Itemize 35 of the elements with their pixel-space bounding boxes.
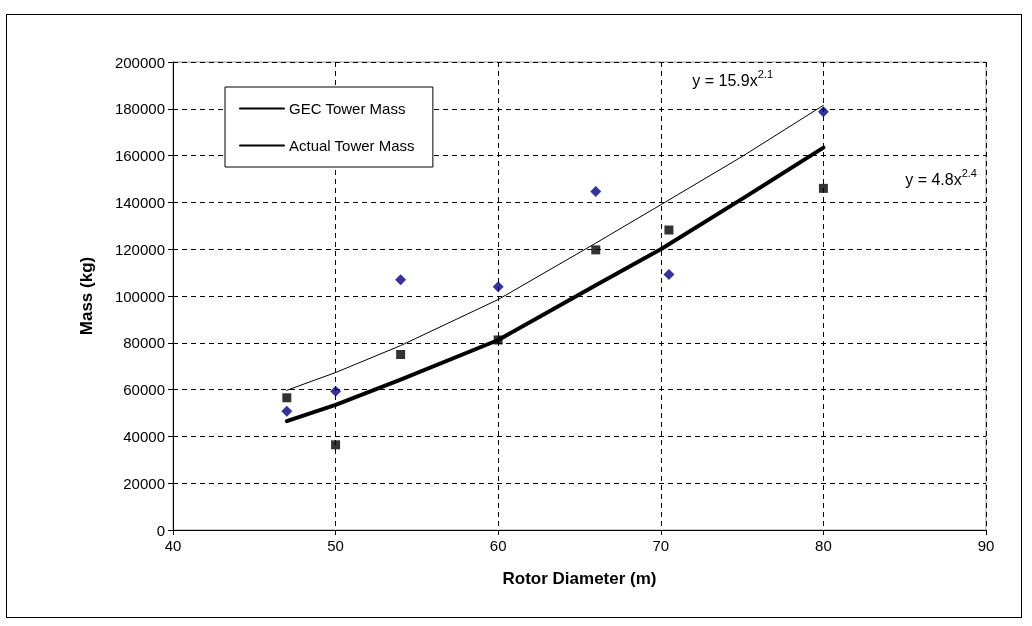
x-tick-label: 40 xyxy=(164,537,182,554)
point xyxy=(396,350,406,359)
point xyxy=(817,106,829,118)
y-axis-title: Mass (kg) xyxy=(77,256,96,336)
x-tick-label: 90 xyxy=(977,537,995,554)
point xyxy=(330,385,342,397)
y-tick-label: 40000 xyxy=(123,427,165,445)
point xyxy=(331,440,341,450)
point xyxy=(282,393,292,403)
y-tick-label: 140000 xyxy=(114,193,165,211)
point xyxy=(492,281,504,293)
x-tick-label: 70 xyxy=(652,537,670,554)
x-axis-title: Rotor Diameter (m) xyxy=(502,569,657,588)
y-tick-label: 60000 xyxy=(123,381,165,399)
y-tick-label: 160000 xyxy=(114,147,165,165)
y-tick-label: 200000 xyxy=(114,53,165,71)
y-tick-label: 20000 xyxy=(123,474,165,492)
x-tick-label: 50 xyxy=(327,537,344,554)
legend-label: Actual Tower Mass xyxy=(289,137,415,154)
x-tick-label: 80 xyxy=(815,537,832,554)
y-tick-label: 180000 xyxy=(114,100,165,118)
point xyxy=(395,274,407,286)
point xyxy=(281,405,293,417)
point xyxy=(663,268,675,280)
y-tick-label: 0 xyxy=(156,521,165,539)
point xyxy=(590,185,602,197)
point xyxy=(818,183,828,193)
y-tick-label: 120000 xyxy=(114,240,165,258)
y-tick-label: 80000 xyxy=(123,334,165,352)
legend-label: GEC Tower Mass xyxy=(289,100,406,117)
point xyxy=(664,225,674,235)
point xyxy=(493,335,503,345)
point xyxy=(591,245,601,255)
y-tick-label: 100000 xyxy=(114,287,165,305)
x-tick-label: 60 xyxy=(489,537,507,554)
